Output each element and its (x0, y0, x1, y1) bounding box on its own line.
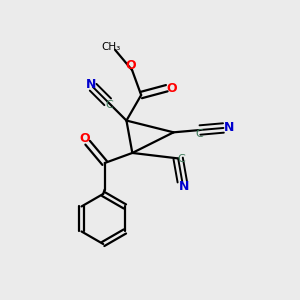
Text: N: N (178, 180, 189, 194)
Text: O: O (125, 59, 136, 72)
Text: C: C (105, 100, 113, 110)
Text: O: O (167, 82, 177, 95)
Text: C: C (195, 129, 203, 139)
Text: O: O (80, 132, 90, 145)
Text: CH₃: CH₃ (101, 42, 120, 52)
Text: N: N (85, 78, 96, 92)
Text: N: N (224, 122, 234, 134)
Text: C: C (178, 154, 186, 164)
